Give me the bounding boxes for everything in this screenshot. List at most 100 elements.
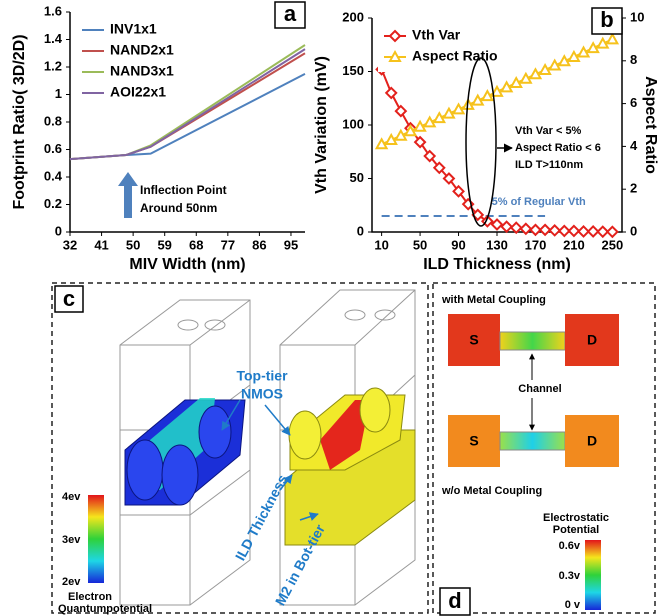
y-tick-label: 0.8 xyxy=(44,113,62,128)
channel-shape xyxy=(500,332,565,350)
colorbar xyxy=(88,495,104,583)
x-axis-label: ILD Thickness (nm) xyxy=(423,256,571,273)
marker xyxy=(511,223,521,233)
marker xyxy=(530,69,540,78)
marker xyxy=(598,39,608,48)
y-tick-label: 1.6 xyxy=(44,3,62,18)
x-tick-label: 77 xyxy=(221,237,235,252)
channel-shape xyxy=(500,432,565,450)
nmos-right xyxy=(285,388,415,545)
x-tick-label: 130 xyxy=(486,237,508,252)
legend-label: Vth Var xyxy=(412,27,461,43)
marker xyxy=(377,139,387,148)
reference-label: 5% of Regular Vth xyxy=(492,196,586,208)
marker xyxy=(386,135,396,144)
x-tick-label: 210 xyxy=(563,237,585,252)
colorbar-tick: 3ev xyxy=(62,534,81,546)
panel-label: d xyxy=(448,588,461,613)
annotation: Inflection Point xyxy=(140,183,227,197)
y-tick-label: 0 xyxy=(357,223,364,238)
colorbar-tick: 4ev xyxy=(62,491,81,503)
marker xyxy=(607,34,617,43)
x-tick-label: 95 xyxy=(284,237,298,252)
drain-label: D xyxy=(587,433,597,449)
y-tick-label: 0.2 xyxy=(44,196,62,211)
tier-label: Top-tier xyxy=(236,368,288,384)
colorbar-tick: 0 v xyxy=(565,599,581,611)
tier-label: NMOS xyxy=(241,386,283,402)
y-tick-label: 0.4 xyxy=(44,168,63,183)
panel-label: a xyxy=(284,1,297,26)
y-tick-label: 1.2 xyxy=(44,58,62,73)
y-tick-label: 0 xyxy=(55,223,62,238)
legend-label: INV1x1 xyxy=(110,21,157,37)
source-label: S xyxy=(469,433,478,449)
colorbar-title: Potential xyxy=(553,524,599,536)
x-tick-label: 90 xyxy=(451,237,465,252)
drain-label: D xyxy=(587,332,597,348)
marker xyxy=(502,222,512,232)
y-tick-label: 0.6 xyxy=(44,141,62,156)
panel-d: with Metal Coupling S D Channel S D w/o … xyxy=(433,283,655,615)
caption: with Metal Coupling xyxy=(441,294,546,306)
x-tick-label: 50 xyxy=(413,237,427,252)
y-tick-label: 150 xyxy=(342,63,364,78)
source-label: S xyxy=(469,332,478,348)
marker xyxy=(425,117,435,126)
marker xyxy=(502,82,512,91)
annotation: Around 50nm xyxy=(140,201,217,215)
marker xyxy=(511,78,521,87)
y2-tick-label: 0 xyxy=(630,223,637,238)
y2-tick-label: 4 xyxy=(630,138,638,153)
marker xyxy=(540,225,550,235)
marker xyxy=(550,61,560,70)
colorbar-tick: 2ev xyxy=(62,576,81,588)
x-axis-label: MIV Width (nm) xyxy=(129,256,245,273)
x-tick-label: 170 xyxy=(525,237,547,252)
highlight xyxy=(466,58,496,226)
y2-tick-label: 10 xyxy=(630,9,644,24)
y-tick-label: 100 xyxy=(342,116,364,131)
x-tick-label: 41 xyxy=(94,237,108,252)
marker xyxy=(569,226,579,236)
legend-label: NAND3x1 xyxy=(110,63,174,79)
colorbar-title: Quantumpotential xyxy=(58,603,152,615)
colorbar-title: Electron xyxy=(68,591,112,603)
panel-label: c xyxy=(63,286,75,311)
channel-label: Channel xyxy=(518,383,561,395)
x-tick-label: 50 xyxy=(126,237,140,252)
legend-label: NAND2x1 xyxy=(110,42,174,58)
marker xyxy=(579,47,589,56)
figure: c Top-tier NMOS ILD Thickness M2 in Bot-… xyxy=(0,0,658,616)
y-axis-label: Footprint Ratio( 3D/2D) xyxy=(11,34,28,209)
arrow xyxy=(265,405,290,435)
colorbar xyxy=(585,540,601,610)
marker xyxy=(396,106,406,116)
y2-tick-label: 8 xyxy=(630,52,637,67)
annotation: Aspect Ratio < 6 xyxy=(515,142,601,154)
panel-c: c Top-tier NMOS ILD Thickness M2 in Bot-… xyxy=(52,283,428,615)
y-tick-label: 200 xyxy=(342,9,364,24)
y-tick-label: 1.4 xyxy=(44,31,63,46)
y-tick-label: 50 xyxy=(350,170,364,185)
nmos-left xyxy=(125,398,245,505)
y-tick-label: 1 xyxy=(55,86,62,101)
marker xyxy=(386,88,396,98)
y2-axis-label: Aspect Ratio xyxy=(642,76,658,174)
x-tick-label: 250 xyxy=(602,237,624,252)
annotation: Vth Var < 5% xyxy=(515,125,582,137)
panel-label: b xyxy=(600,7,613,32)
x-tick-label: 86 xyxy=(252,237,266,252)
colorbar-title: Electrostatic xyxy=(543,512,609,524)
x-tick-label: 32 xyxy=(63,237,77,252)
y2-tick-label: 2 xyxy=(630,181,637,196)
x-tick-label: 10 xyxy=(374,237,388,252)
marker xyxy=(415,122,425,131)
x-tick-label: 68 xyxy=(189,237,203,252)
ild-label: ILD Thickness xyxy=(232,472,291,564)
caption: w/o Metal Coupling xyxy=(441,485,542,497)
inflection-arrow xyxy=(118,172,138,218)
legend-label: AOI22x1 xyxy=(110,84,166,100)
y-axis-label: Vth Variation (mV) xyxy=(313,56,330,194)
marker xyxy=(550,225,560,235)
